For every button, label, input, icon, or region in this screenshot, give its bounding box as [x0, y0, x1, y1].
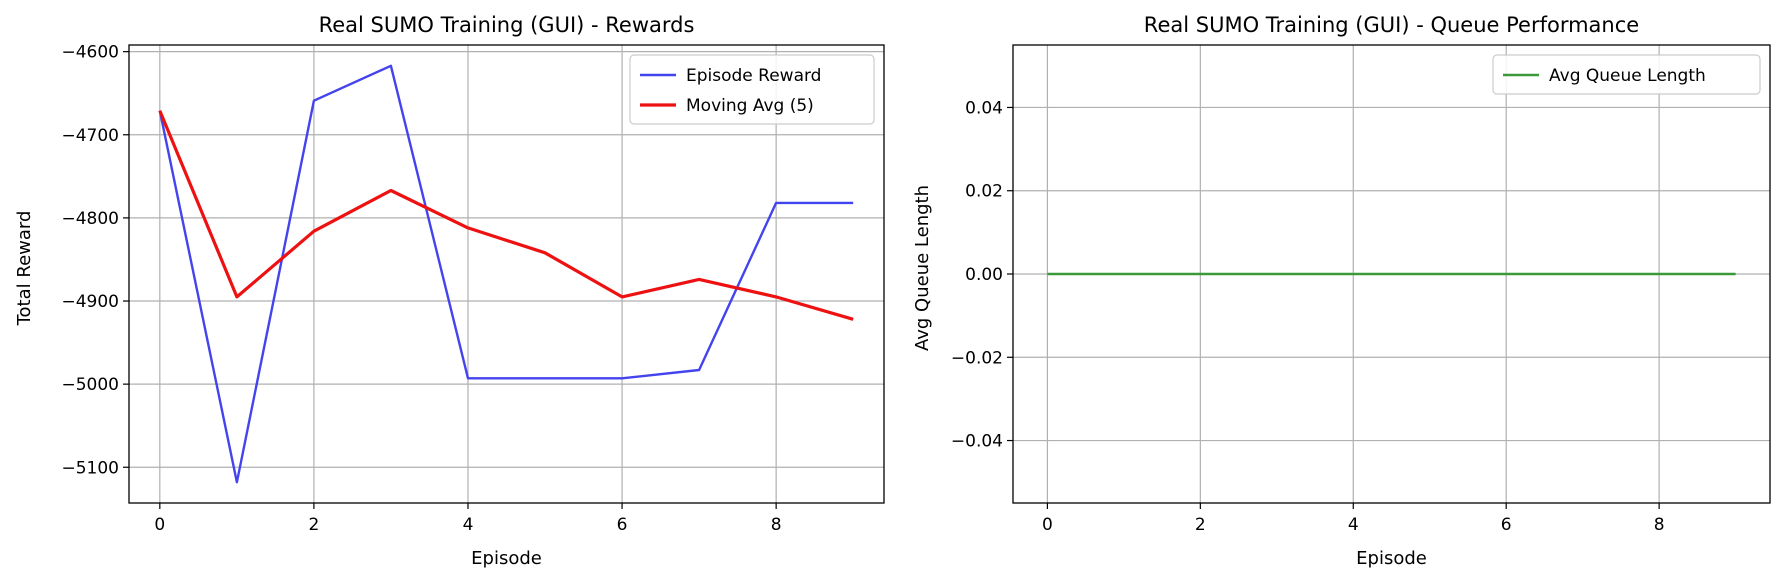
y-tick-label: −4600: [61, 43, 119, 63]
x-tick-label: 2: [308, 515, 319, 535]
plot-frame: [128, 44, 885, 504]
y-tick-label: −0.04: [951, 432, 1003, 452]
series-line-episode-reward: [158, 64, 854, 484]
chart-title: Real SUMO Training (GUI) - Queue Perform…: [1144, 13, 1639, 37]
chart-title: Real SUMO Training (GUI) - Rewards: [319, 13, 695, 37]
y-tick-label: −4900: [61, 292, 119, 312]
x-tick-label: 4: [1348, 515, 1359, 535]
x-tick-label: 6: [617, 515, 628, 535]
y-tick-label: −0.02: [951, 348, 1003, 368]
legend-label: Episode Reward: [686, 66, 821, 86]
y-tick-label: −4700: [61, 126, 119, 146]
legend-box: [1492, 54, 1761, 95]
series-line-moving-avg-5: [158, 110, 854, 321]
x-tick-label: 2: [1195, 515, 1206, 535]
y-tick-label: −5100: [61, 458, 119, 478]
y-tick-label: −4800: [61, 209, 119, 229]
x-tick-label: 0: [154, 515, 165, 535]
y-axis-label: Avg Queue Length: [912, 185, 933, 351]
x-axis-label: Episode: [1356, 548, 1427, 569]
y-tick-label: −5000: [61, 375, 119, 395]
queue-performance-panel: 0 2 4 6 8 −0.04 −0.02 0.00 0.02 0.04 Real SUMO Tra…: [912, 13, 1771, 569]
legend-label: Moving Avg (5): [686, 96, 814, 116]
y-axis-label: Total Reward: [14, 211, 35, 327]
x-tick-label: 4: [463, 515, 474, 535]
x-tick-label: 8: [1654, 515, 1665, 535]
x-axis-label: Episode: [471, 548, 542, 569]
rewards-panel: 0 2 4 6 8 −5100 −5000 −4900 −4800 −4700 −4600 Real …: [14, 13, 885, 569]
x-tick-label: 6: [1501, 515, 1512, 535]
x-tick-label: 0: [1042, 515, 1053, 535]
legend-label: Avg Queue Length: [1549, 66, 1706, 86]
x-tick-label: 8: [771, 515, 782, 535]
y-tick-label: 0.02: [965, 182, 1003, 202]
y-tick-label: 0.04: [965, 98, 1003, 118]
y-tick-label: 0.00: [965, 265, 1003, 285]
legend-box: [629, 54, 875, 125]
